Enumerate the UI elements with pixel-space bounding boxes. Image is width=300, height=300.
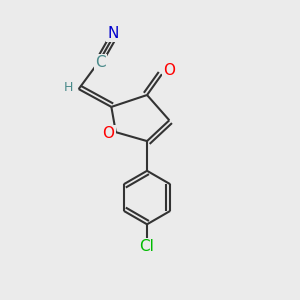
Text: C: C [95, 55, 105, 70]
Text: O: O [102, 126, 114, 141]
Text: N: N [107, 26, 118, 41]
Text: Cl: Cl [140, 239, 154, 254]
Text: O: O [163, 63, 175, 78]
Text: H: H [64, 81, 73, 94]
